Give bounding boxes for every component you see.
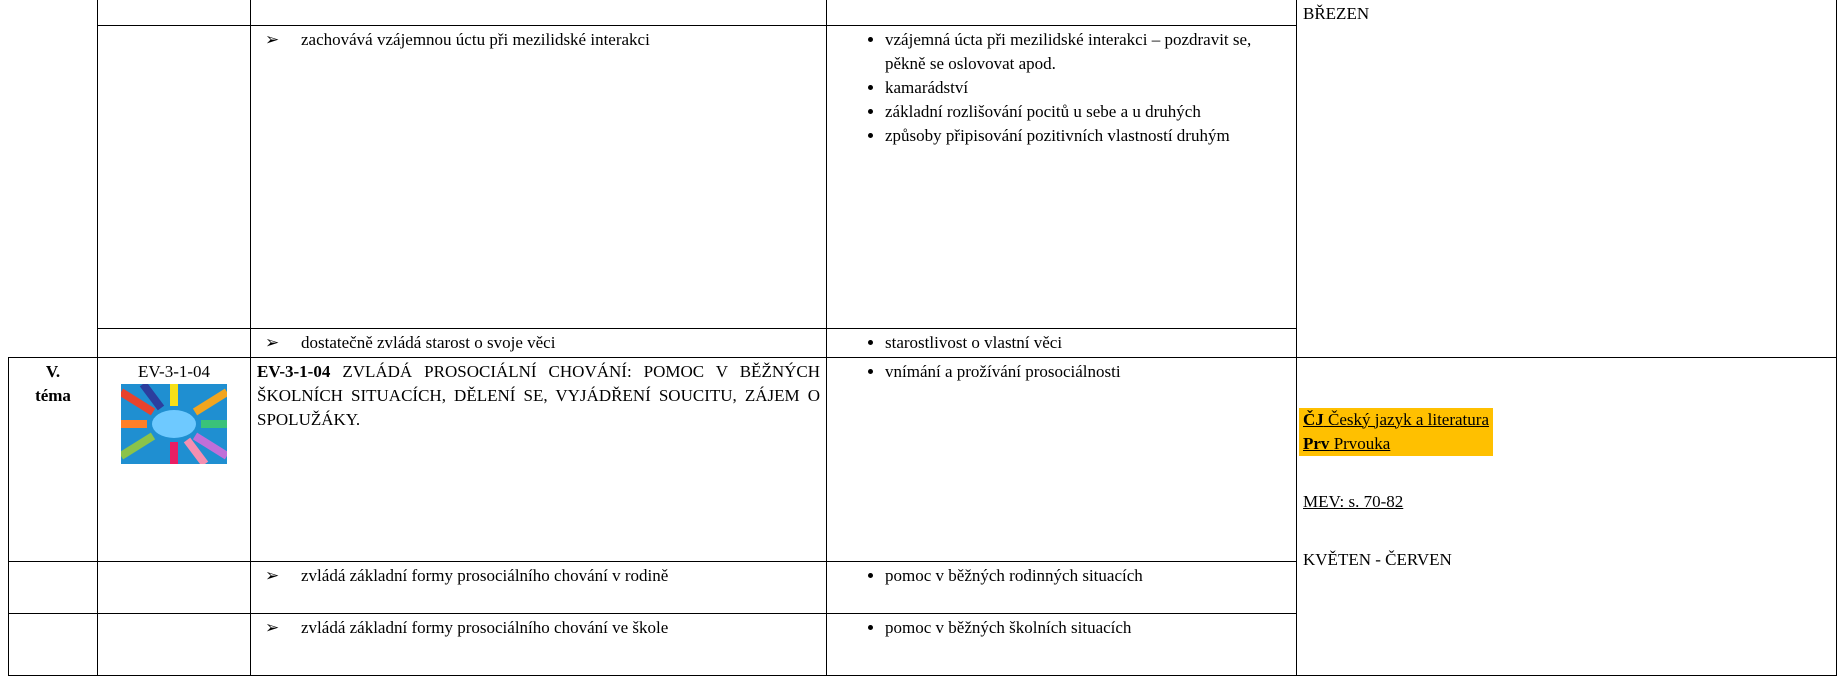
topic: pomoc v běžných školních situacích [885, 616, 1290, 640]
topic-list: vnímání a prožívání prosociálnosti [833, 360, 1290, 384]
abbr: Prv [1303, 433, 1330, 453]
topic: základní rozlišování pocitů u sebe a u d… [885, 100, 1290, 124]
outcome: zachovává vzájemnou úctu při mezilidské … [265, 28, 820, 52]
topic: kamarádství [885, 76, 1290, 100]
outcome-code: EV-3-1-04 [257, 362, 331, 381]
topic: vzájemná úcta při mezilidské interakci –… [885, 28, 1290, 76]
abbr: ČJ [1303, 409, 1324, 429]
months: BŘEZEN [1303, 4, 1370, 23]
outcome-text: ZVLÁDÁ PROSOCIÁLNÍ CHOVÁNÍ: POMOC V BĚŽN… [257, 362, 820, 429]
months: KVĚTEN - ČERVEN [1303, 549, 1452, 569]
theme-number: V. [45, 362, 61, 381]
curriculum-table: BŘEZEN zachovává vzájemnou úctu při mezi… [8, 0, 1837, 676]
topic-list: pomoc v běžných rodinných situacích [833, 564, 1290, 588]
topic: vnímání a prožívání prosociálnosti [885, 360, 1290, 384]
outcome: dostatečně zvládá starost o svoje věci [265, 331, 820, 355]
subject: Prvouka [1333, 433, 1391, 453]
arrows-image [118, 381, 230, 467]
theme-cell: V. téma [8, 357, 98, 562]
outcome: zvládá základní formy prosociálního chov… [265, 616, 820, 640]
subject: Český jazyk a literatura [1328, 409, 1489, 429]
month-cell: BŘEZEN [1296, 0, 1837, 358]
topic-list: vzájemná úcta při mezilidské interakci –… [833, 28, 1290, 148]
topic: pomoc v běžných rodinných situacích [885, 564, 1290, 588]
links-cell: ČJ Český jazyk a literatura Prv Prvouka … [1296, 357, 1837, 676]
topic-list: pomoc v běžných školních situacích [833, 616, 1290, 640]
topic: způsoby připisování pozitivních vlastnos… [885, 124, 1290, 148]
reference: MEV: s. 70-82 [1303, 491, 1404, 511]
topic: starostlivost o vlastní věci [885, 331, 1290, 355]
code: EV-3-1-04 [137, 362, 211, 381]
subject-links: ČJ Český jazyk a literatura Prv Prvouka [1299, 407, 1493, 456]
topic-list: starostlivost o vlastní věci [833, 331, 1290, 355]
outcome: zvládá základní formy prosociálního chov… [265, 564, 820, 588]
theme-word: téma [35, 386, 71, 405]
